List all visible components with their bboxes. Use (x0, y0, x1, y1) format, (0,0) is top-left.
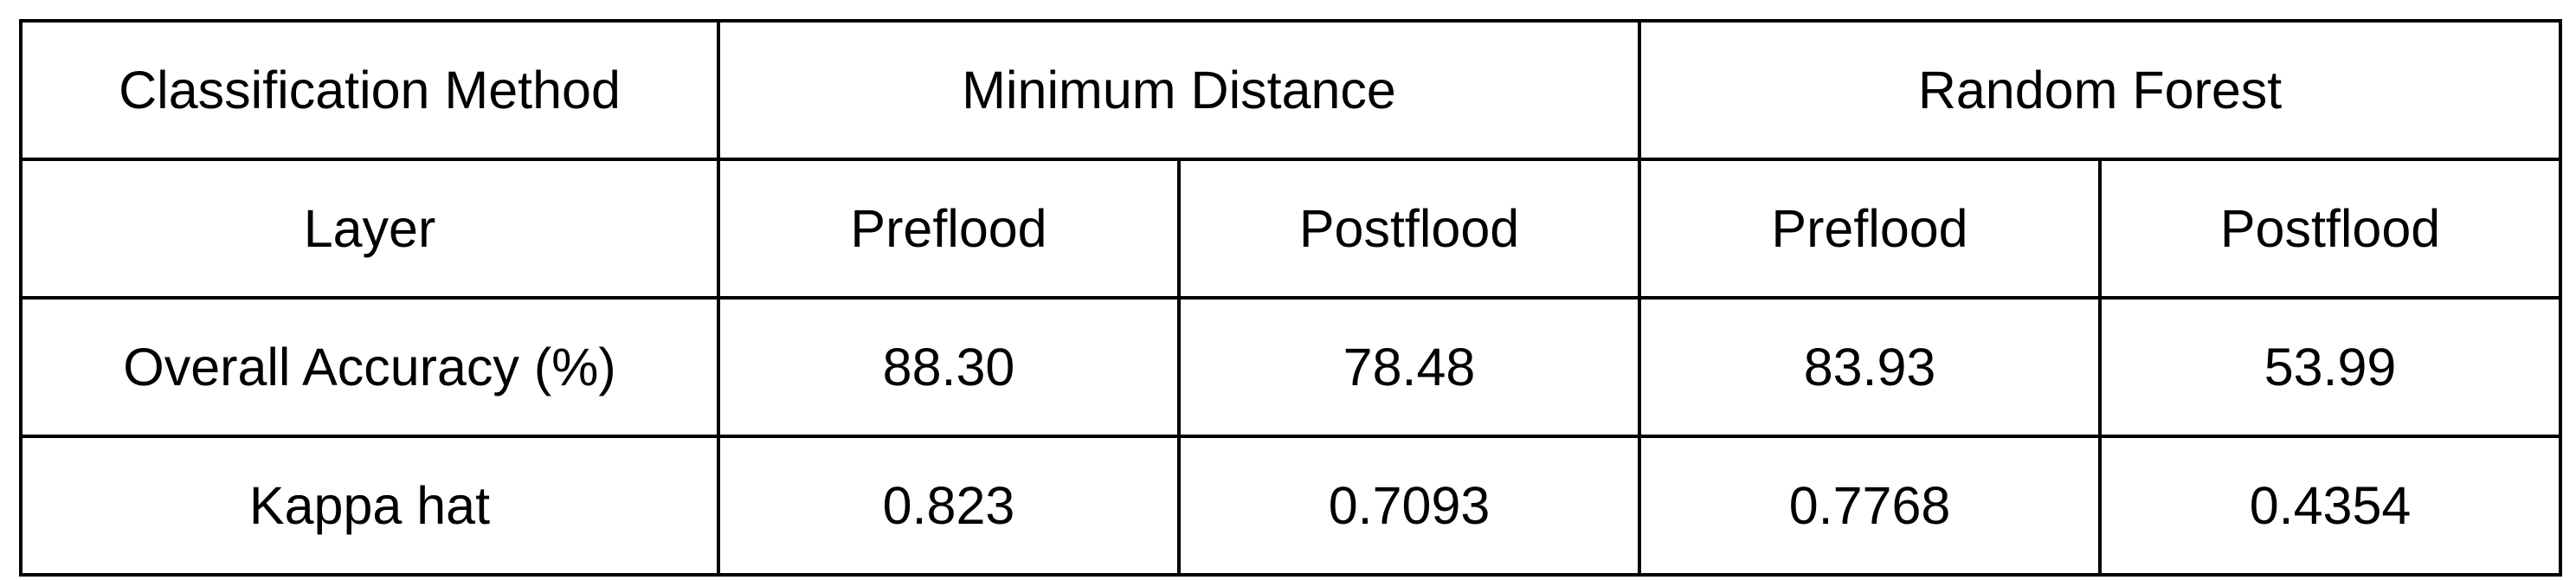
table-cell: 83.93 (1638, 296, 2103, 438)
layer-col-rf-postflood: Postflood (2098, 158, 2563, 300)
header-method-label: Classification Method (19, 19, 720, 161)
table-cell: 0.4354 (2098, 435, 2563, 577)
layer-col-md-preflood: Preflood (717, 158, 1181, 300)
row-label-overall-accuracy: Overall Accuracy (%) (19, 296, 720, 438)
header-group-random-forest: Random Forest (1638, 19, 2563, 161)
table-cell: 88.30 (717, 296, 1181, 438)
layer-label: Layer (19, 158, 720, 300)
table-row: Overall Accuracy (%) 88.30 78.48 83.93 5… (19, 296, 2563, 438)
layer-col-rf-preflood: Preflood (1638, 158, 2103, 300)
accuracy-table: Classification Method Minimum Distance R… (19, 19, 2563, 577)
table-cell: 78.48 (1176, 296, 1642, 438)
row-label-kappa-hat: Kappa hat (19, 435, 720, 577)
header-row: Classification Method Minimum Distance R… (19, 19, 2563, 161)
header-group-minimum-distance: Minimum Distance (716, 19, 1642, 161)
table-cell: 0.7768 (1638, 435, 2103, 577)
layer-row: Layer Preflood Postflood Preflood Postfl… (19, 158, 2563, 300)
layer-col-md-postflood: Postflood (1176, 158, 1642, 300)
table-cell: 53.99 (2098, 296, 2563, 438)
table-cell: 0.823 (717, 435, 1181, 577)
table-cell: 0.7093 (1176, 435, 1642, 577)
table-row: Kappa hat 0.823 0.7093 0.7768 0.4354 (19, 435, 2563, 577)
